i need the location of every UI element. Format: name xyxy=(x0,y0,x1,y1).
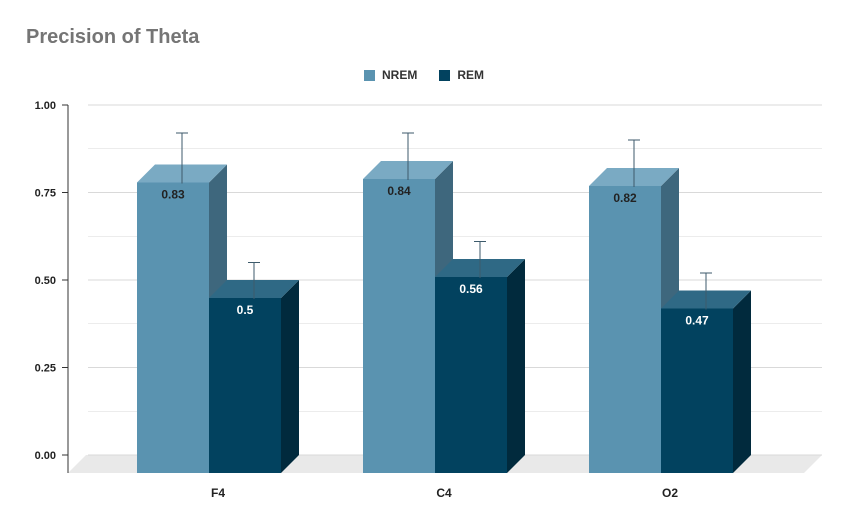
x-tick-label-c4: C4 xyxy=(436,486,452,500)
x-tick-label-f4: F4 xyxy=(211,486,225,500)
chart-title: Precision of Theta xyxy=(26,26,200,48)
bar-rem-f4 xyxy=(209,298,281,473)
y-tick-label: 0.75 xyxy=(35,188,56,200)
legend-swatch-nrem xyxy=(363,69,375,81)
bar-side-rem xyxy=(507,259,525,473)
y-tick-label: 0.25 xyxy=(35,363,56,375)
bar-rem-c4 xyxy=(435,277,507,473)
y-tick-label: 1.00 xyxy=(35,100,56,112)
data-label-rem: 0.5 xyxy=(237,303,254,317)
data-label-rem: 0.47 xyxy=(685,314,709,328)
data-label-nrem: 0.83 xyxy=(161,188,185,202)
data-label-nrem: 0.82 xyxy=(613,191,637,205)
legend-swatch-rem xyxy=(439,69,451,81)
data-label-rem: 0.56 xyxy=(459,282,483,296)
bar-rem-o2 xyxy=(661,308,733,473)
legend-item-rem[interactable]: REM xyxy=(439,68,484,82)
legend-item-nrem[interactable]: NREM xyxy=(363,68,418,82)
bar-nrem-c4 xyxy=(363,179,435,473)
bar-nrem-f4 xyxy=(137,182,209,473)
y-tick-label: 0.00 xyxy=(35,450,56,462)
y-tick-label: 0.50 xyxy=(35,275,56,287)
x-tick-label-o2: O2 xyxy=(662,486,678,500)
legend: NREM REM xyxy=(0,66,848,84)
bar-side-rem xyxy=(733,290,751,473)
legend-label-rem: REM xyxy=(457,68,484,82)
bar-nrem-o2 xyxy=(589,186,661,473)
legend-label-nrem: NREM xyxy=(381,68,418,82)
data-label-nrem: 0.84 xyxy=(387,184,411,198)
bar-side-rem xyxy=(281,280,299,473)
